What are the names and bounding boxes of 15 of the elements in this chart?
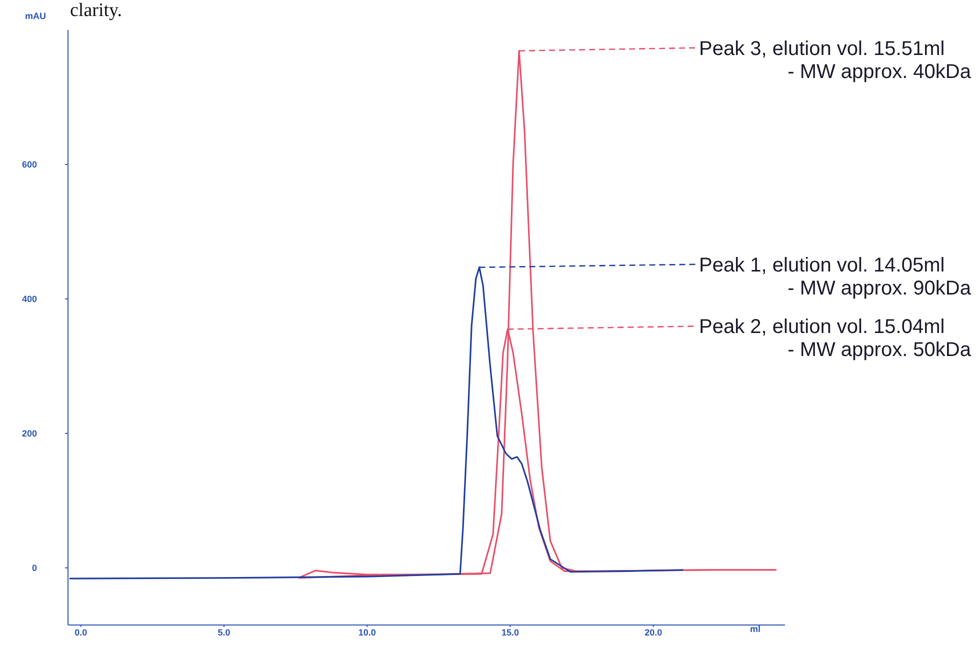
y-tick-label: 0: [32, 563, 37, 574]
x-tick-label: 20.0: [644, 627, 662, 638]
annotation: Peak 2, elution vol. 15.04ml - MW approx. 50kDa: [699, 316, 972, 362]
y-tick-label: 600: [22, 160, 37, 170]
x-tick-label: 5.0: [218, 627, 230, 638]
x-tick-label: 0.0: [74, 627, 88, 638]
y-tick-label: 200: [22, 428, 37, 439]
text: clarity.: [70, 0, 122, 22]
x-tick-label: 10.0: [358, 627, 376, 638]
annotation: Peak 1, elution vol. 14.05ml - MW approx. 90kDa: [699, 254, 972, 300]
y-axis-title: mAU: [25, 11, 46, 21]
x-axis-title: ml: [750, 624, 761, 634]
annotation: Peak 3, elution vol. 15.51ml - MW approx. 40kDa: [699, 38, 972, 83]
x-tick-label: 15.0: [501, 627, 519, 638]
y-tick-label: 400: [22, 294, 37, 304]
